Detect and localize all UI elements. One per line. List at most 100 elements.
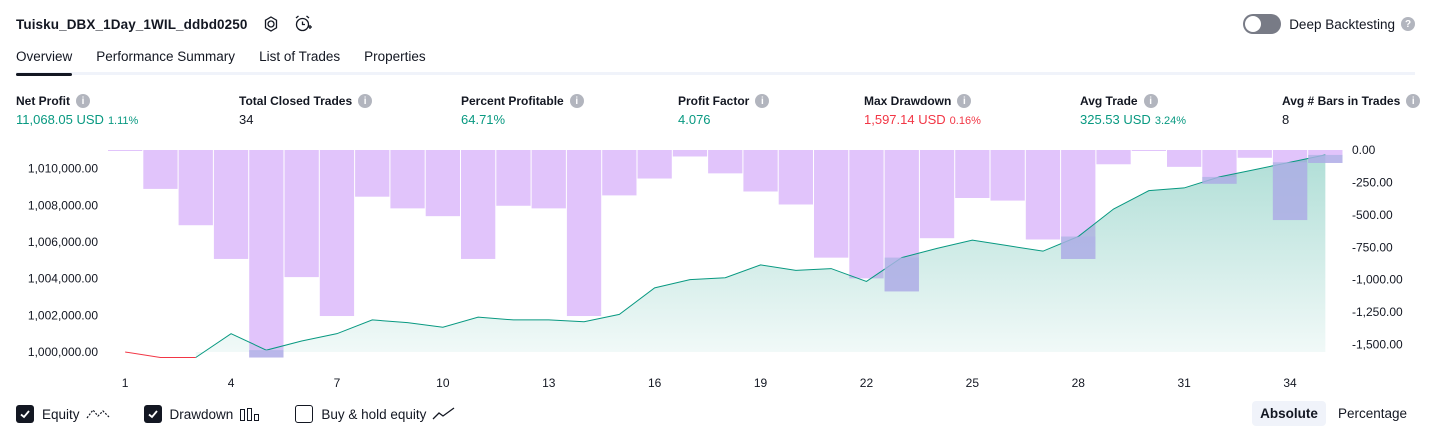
drawdown-bar (1025, 150, 1061, 240)
absolute-mode-button[interactable]: Absolute (1252, 401, 1326, 426)
drawdown-bar (213, 150, 249, 259)
drawdown-bar (955, 150, 990, 198)
metric-value: 64.71% (461, 112, 506, 127)
equity-line-below-start (125, 351, 196, 358)
equity-area (195, 154, 1326, 358)
overlap-layer (249, 154, 1343, 358)
buy-hold-line-icon (432, 406, 456, 422)
drawdown-bar (990, 150, 1025, 201)
drawdown-overlap (1272, 162, 1308, 221)
left-axis-tick: 1,008,000.00 (28, 198, 98, 212)
drawdown-bar (708, 150, 743, 174)
tab-overview[interactable]: Overview (16, 46, 73, 76)
deep-backtesting-label: Deep Backtesting (1289, 16, 1395, 32)
x-axis-tick: 1 (122, 376, 129, 390)
equity-line-icon (86, 406, 110, 422)
metric-value: 34 (239, 112, 254, 127)
metric-profit-factor: Profit Factor i 4.076 (678, 93, 770, 127)
left-axis-tick: 1,006,000.00 (28, 235, 98, 249)
drawdown-bar (531, 150, 566, 209)
metric-net-profit: Net Profit i 11,068.05 USD 1.11% (16, 93, 138, 127)
legend-drawdown[interactable]: Drawdown (143, 405, 262, 423)
right-axis-tick: -750.00 (1352, 240, 1393, 254)
metric-percent: 0.16% (949, 115, 981, 127)
metric-value: 8 (1282, 112, 1290, 127)
info-icon[interactable]: i (957, 94, 972, 108)
info-icon[interactable]: i (569, 94, 584, 108)
metric-label: Total Closed Trades (239, 94, 353, 108)
buy-hold-checkbox[interactable] (295, 405, 314, 423)
legend-buy-hold[interactable]: Buy & hold equity (295, 405, 456, 423)
drawdown-bar (602, 150, 637, 196)
tab-list-of-trades[interactable]: List of Trades (259, 49, 341, 64)
drawdown-bar (108, 150, 143, 151)
drawdown-bar (743, 150, 778, 192)
deep-backtesting-toggle[interactable] (1243, 14, 1282, 34)
metric-label: Net Profit (16, 94, 70, 108)
right-axis-tick: -1,500.00 (1352, 338, 1403, 352)
drawdown-bar (637, 150, 672, 179)
info-icon[interactable]: i (358, 94, 373, 108)
drawdown-overlap (249, 350, 284, 358)
drawdown-bar (390, 150, 425, 209)
left-axis-tick: 1,002,000.00 (28, 308, 98, 322)
x-axis-tick: 7 (334, 376, 341, 390)
settings-icon[interactable] (261, 14, 281, 34)
x-axis-tick: 13 (542, 376, 556, 390)
metric-label: Avg # Bars in Trades (1282, 94, 1401, 108)
alarm-add-icon[interactable] (293, 14, 313, 34)
drawdown-bar (672, 150, 708, 157)
info-icon[interactable]: i (1406, 94, 1421, 108)
drawdown-layer (108, 150, 1343, 358)
equity-checkbox[interactable] (16, 405, 34, 423)
drawdown-bar (1096, 150, 1131, 165)
chart-legend: Equity Drawdown Buy & hold equity (16, 403, 490, 425)
tab-bar: Overview Performance Summary List of Tra… (16, 46, 450, 76)
drawdown-checkbox[interactable] (143, 405, 162, 423)
right-axis-tick: -1,250.00 (1352, 305, 1403, 319)
x-axis-tick: 34 (1283, 376, 1297, 390)
right-axis-tick: 0.00 (1352, 143, 1376, 157)
right-axis-tick: -250.00 (1352, 175, 1393, 189)
strategy-title: Tuisku_DBX_1Day_1WIL_ddbd0250 (16, 16, 248, 32)
drawdown-bar (319, 150, 355, 317)
drawdown-bar (778, 150, 813, 205)
deep-backtesting-control: Deep Backtesting ? (1243, 13, 1415, 35)
left-axis-tick: 1,000,000.00 (28, 345, 98, 359)
drawdown-bar (249, 150, 284, 358)
metric-total-closed-trades: Total Closed Trades i 34 (239, 93, 373, 127)
metric-value: 325.53 USD (1080, 112, 1151, 127)
metric-value: 11,068.05 USD (16, 112, 104, 127)
drawdown-overlap (1202, 176, 1237, 184)
legend-equity[interactable]: Equity (16, 405, 110, 423)
info-icon[interactable]: i (1143, 94, 1158, 108)
tab-properties[interactable]: Properties (364, 49, 426, 64)
drawdown-bar (178, 150, 213, 226)
equity-layer (125, 154, 1326, 358)
drawdown-overlap (1061, 236, 1096, 259)
drawdown-bar (425, 150, 460, 217)
metric-max-drawdown: Max Drawdown i 1,597.14 USD 0.16% (864, 93, 981, 127)
toggle-knob (1245, 16, 1262, 32)
x-axis-tick: 22 (860, 376, 874, 390)
x-axis-tick: 19 (754, 376, 768, 390)
legend-label: Drawdown (169, 406, 234, 422)
help-icon[interactable]: ? (1401, 17, 1415, 31)
metric-label: Max Drawdown (864, 94, 952, 108)
legend-label: Equity (42, 406, 80, 422)
tab-performance-summary[interactable]: Performance Summary (96, 49, 236, 64)
drawdown-bar (143, 150, 178, 189)
metric-avg-trade: Avg Trade i 325.53 USD 3.24% (1080, 93, 1186, 127)
metric-percent: 1.11% (107, 115, 139, 127)
strategy-header: Tuisku_DBX_1Day_1WIL_ddbd0250 (16, 12, 313, 36)
drawdown-bar (355, 150, 390, 197)
drawdown-bar (496, 150, 531, 206)
info-icon[interactable]: i (76, 94, 90, 108)
drawdown-overlap (884, 257, 919, 292)
drawdown-bar (1167, 150, 1202, 167)
info-icon[interactable]: i (755, 94, 770, 108)
percentage-mode-button[interactable]: Percentage (1337, 406, 1407, 421)
equity-drawdown-chart: 1,010,000.00 1,008,000.00 1,006,000.00 1,00… (28, 143, 1403, 390)
value-mode-switch: Absolute Percentage (1248, 401, 1415, 426)
metric-label: Percent Profitable (461, 94, 564, 108)
